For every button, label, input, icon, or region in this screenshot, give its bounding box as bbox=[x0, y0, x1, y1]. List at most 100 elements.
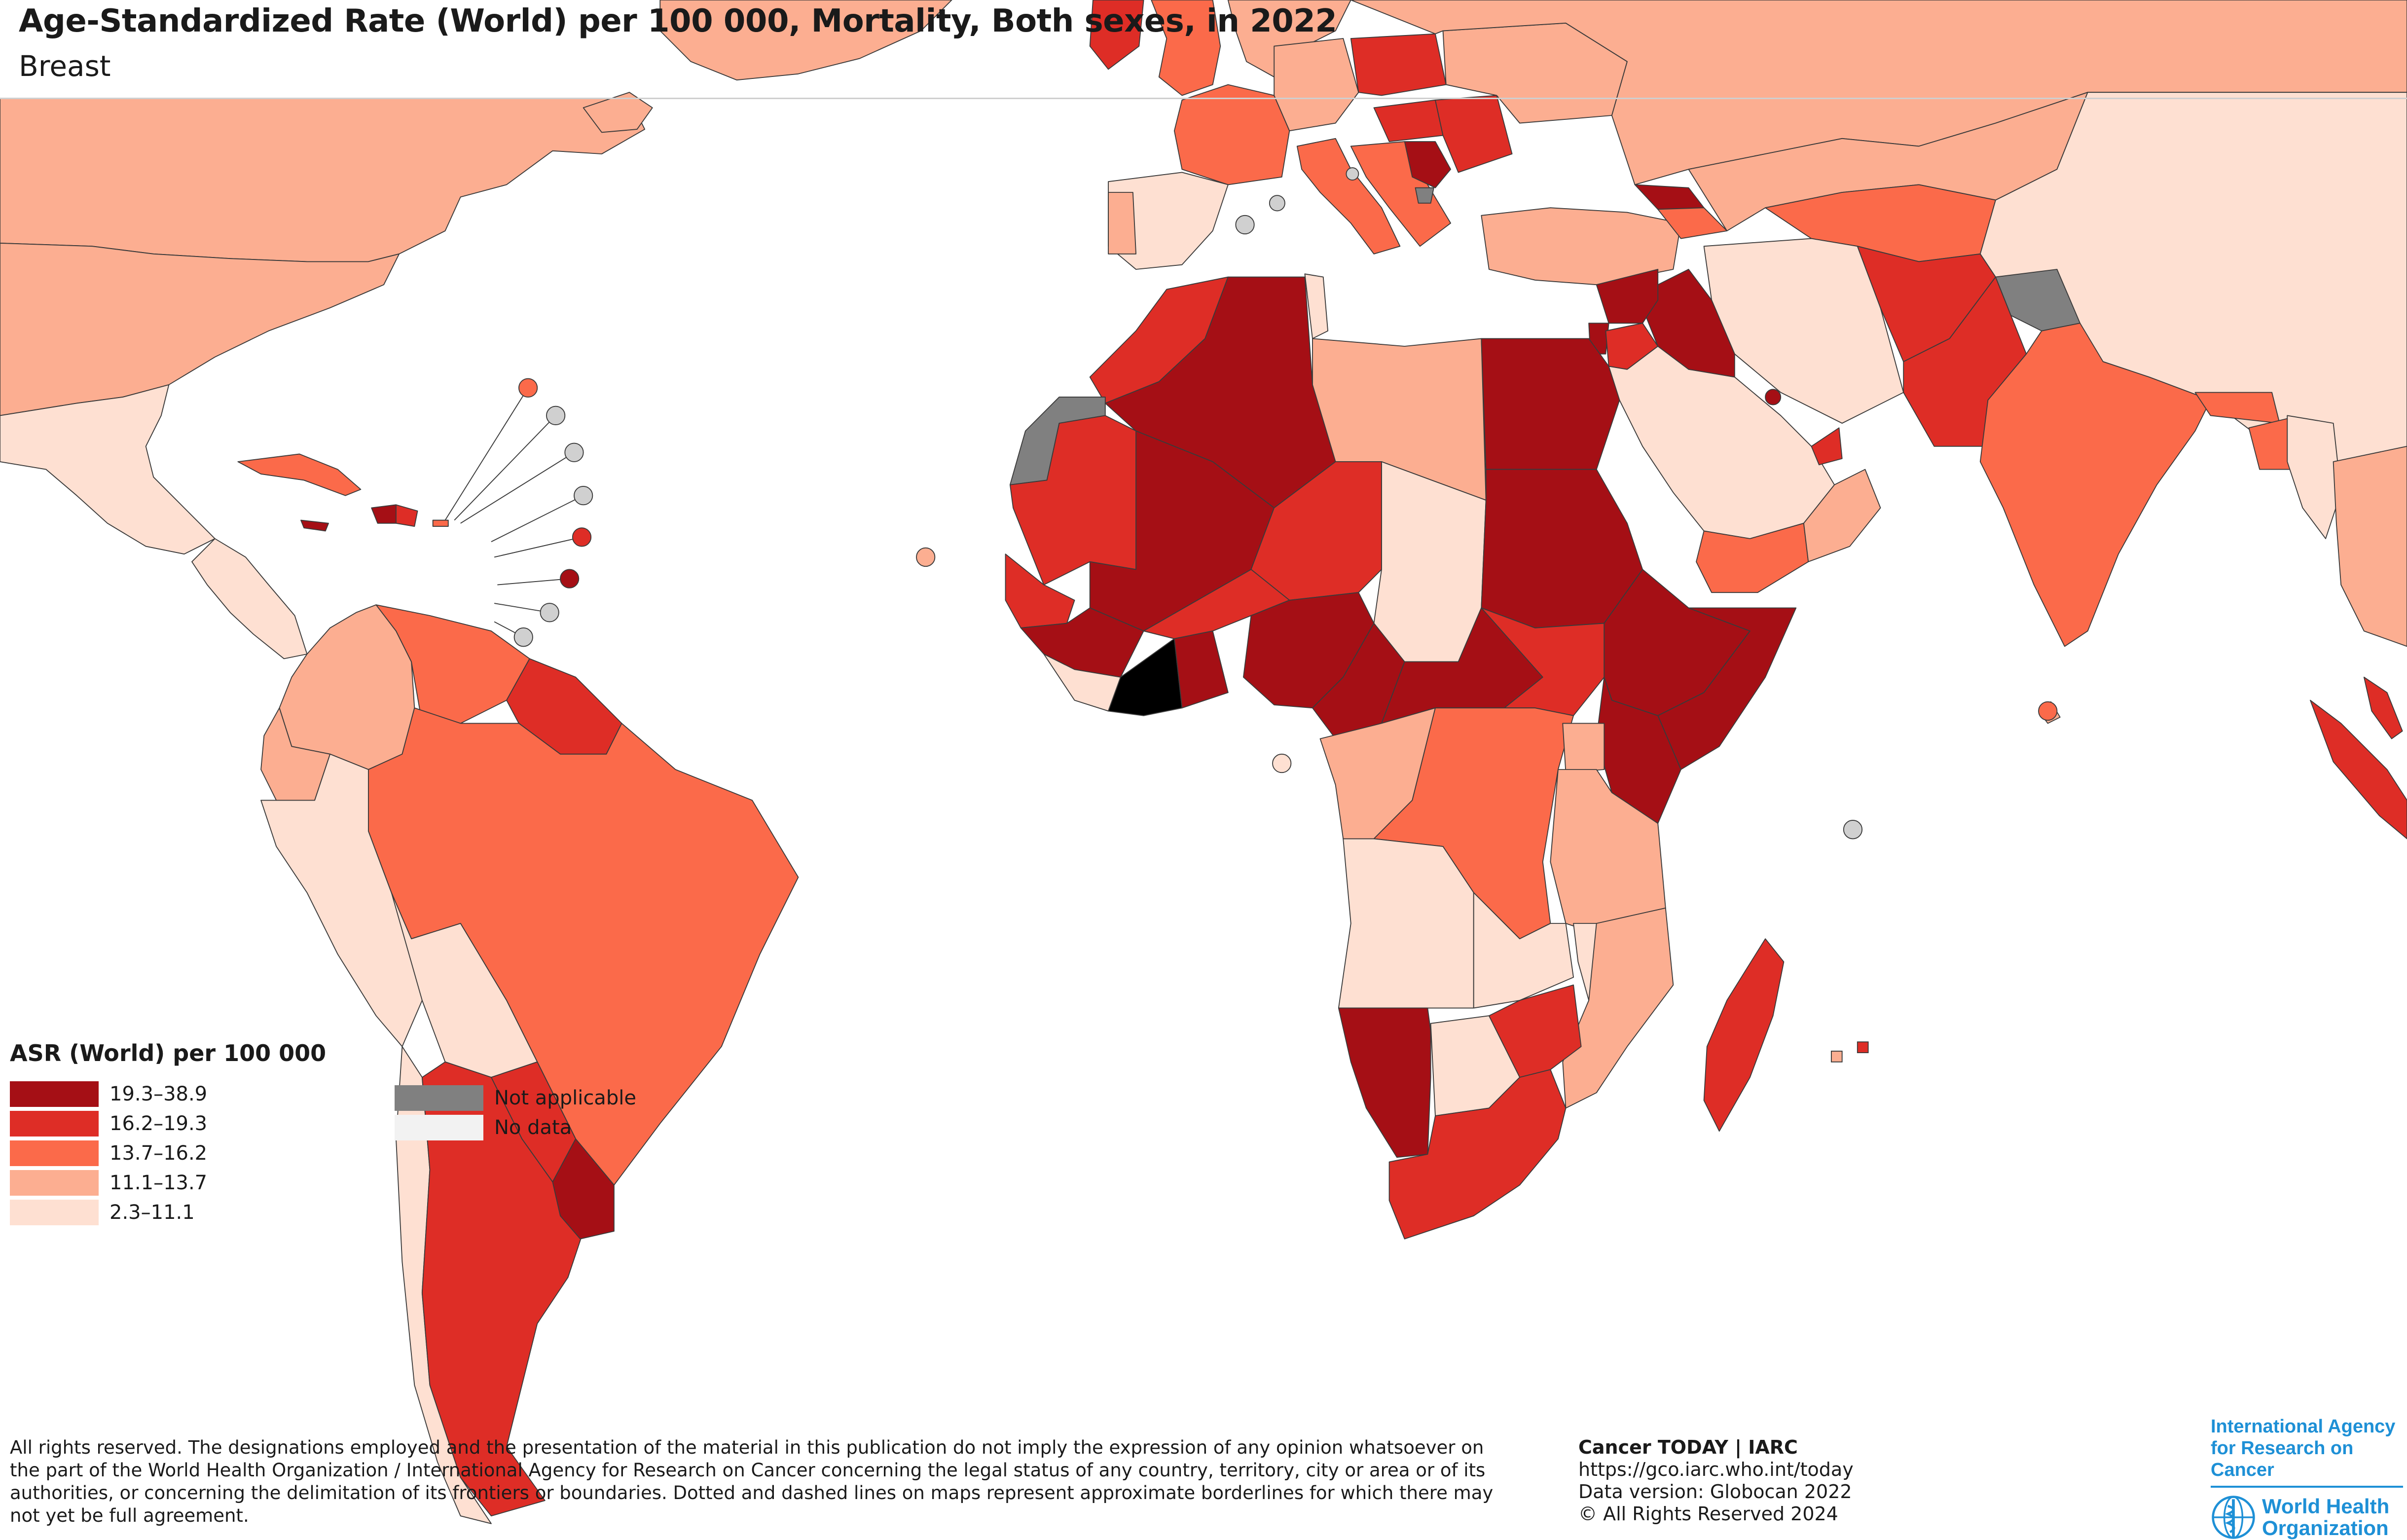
territory-bubble bbox=[1235, 215, 1255, 235]
territory-bubble bbox=[518, 378, 538, 398]
source-heading: Cancer TODAY | IARC bbox=[1578, 1436, 1798, 1458]
region-venezuela bbox=[375, 604, 530, 724]
region-cote-divoire bbox=[1108, 638, 1183, 716]
region-malaysia bbox=[2363, 676, 2403, 739]
region-georgia bbox=[1634, 184, 1705, 210]
legend-label: 19.3–38.9 bbox=[109, 1083, 208, 1105]
region-ghana bbox=[1173, 630, 1229, 709]
legend-swatch bbox=[10, 1170, 99, 1196]
territory-bubble bbox=[572, 527, 592, 547]
region-iceland bbox=[583, 92, 653, 133]
region-kosovo bbox=[1415, 187, 1434, 204]
region-serbia bbox=[1404, 141, 1452, 188]
who-logo-line: World Health bbox=[2262, 1495, 2390, 1518]
region-hungary bbox=[1373, 99, 1444, 142]
region-puerto-rico bbox=[432, 519, 449, 527]
legend-swatch bbox=[10, 1111, 99, 1137]
legend-item: Not applicable bbox=[395, 1083, 636, 1113]
disclaimer-text: All rights reserved. The designations em… bbox=[10, 1437, 1494, 1526]
region-central-america bbox=[191, 538, 308, 660]
territory-bubble bbox=[564, 442, 584, 462]
copyright: © All Rights Reserved 2024 bbox=[1578, 1503, 1838, 1525]
region-tunisia bbox=[1304, 273, 1329, 339]
region-south-africa bbox=[1388, 1069, 1567, 1240]
logos: International Agency for Research on Can… bbox=[2211, 1416, 2403, 1540]
region-argentina bbox=[421, 1061, 584, 1517]
legend-item: 19.3–38.9 bbox=[10, 1079, 326, 1109]
legend-label: 13.7–16.2 bbox=[109, 1142, 208, 1165]
legend-swatch bbox=[395, 1115, 483, 1140]
map-subtitle: Breast bbox=[19, 49, 111, 83]
legend-item: 13.7–16.2 bbox=[10, 1138, 326, 1168]
territory-bubble bbox=[574, 485, 593, 506]
iarc-logo: International Agency for Research on Can… bbox=[2211, 1416, 2403, 1481]
region-italy bbox=[1296, 138, 1401, 255]
region-united-kingdom bbox=[1151, 0, 1221, 96]
region-madagascar bbox=[1703, 938, 1785, 1132]
region-united-arab-emirates bbox=[1811, 427, 1843, 466]
region-zambia bbox=[1473, 892, 1574, 1009]
map-title: Age-Standardized Rate (World) per 100 00… bbox=[19, 3, 1337, 39]
region-myanmar bbox=[2287, 415, 2342, 539]
leader-line bbox=[444, 387, 529, 521]
region-uruguay bbox=[552, 1138, 615, 1240]
region-dominican-republic bbox=[396, 504, 418, 527]
legend-item: 16.2–19.3 bbox=[10, 1109, 326, 1138]
region-egypt bbox=[1481, 338, 1620, 470]
region-namibia bbox=[1338, 1007, 1431, 1158]
legend: ASR (World) per 100 000 19.3–38.9 16.2–1… bbox=[10, 1040, 326, 1227]
who-emblem-icon bbox=[2212, 1496, 2255, 1539]
region-mexico bbox=[0, 384, 216, 555]
region-southeast-asia bbox=[2333, 445, 2407, 647]
who-logo: World Health Organization bbox=[2211, 1495, 2403, 1540]
legend-item: 11.1–13.7 bbox=[10, 1168, 326, 1198]
legend-label: 2.3–11.1 bbox=[109, 1201, 195, 1224]
region-canada bbox=[0, 98, 646, 262]
territory-bubble bbox=[1272, 753, 1292, 773]
region-poland bbox=[1350, 33, 1447, 96]
region-sumatra bbox=[2309, 699, 2407, 840]
who-logo-text: World Health Organization bbox=[2262, 1496, 2389, 1539]
legend-item: 2.3–11.1 bbox=[10, 1198, 326, 1227]
region-jamaica bbox=[300, 519, 329, 532]
region-greenland bbox=[659, 0, 952, 81]
region-united-states-of-america bbox=[0, 243, 400, 416]
territory-bubble bbox=[513, 627, 533, 647]
legend-swatch bbox=[10, 1081, 99, 1107]
region-mozambique bbox=[1562, 907, 1674, 1109]
region-syria bbox=[1596, 269, 1659, 324]
region-germany bbox=[1274, 38, 1359, 132]
region-turkey bbox=[1481, 207, 1681, 286]
territory-square bbox=[1857, 1041, 1869, 1054]
who-logo-line: Organization bbox=[2262, 1516, 2389, 1540]
region-bangladesh bbox=[2248, 418, 2291, 470]
region-haiti bbox=[371, 504, 397, 524]
region-oman bbox=[1803, 469, 1881, 562]
legend-label: 16.2–19.3 bbox=[109, 1112, 208, 1135]
leader-line bbox=[454, 415, 556, 521]
region-portugal bbox=[1108, 192, 1136, 255]
region-ireland bbox=[1089, 0, 1144, 70]
leader-line bbox=[491, 495, 584, 543]
region-yemen bbox=[1696, 522, 1809, 593]
legend-label: Not applicable bbox=[494, 1087, 636, 1109]
leader-line bbox=[460, 452, 575, 524]
region-romania bbox=[1435, 95, 1513, 173]
region-uganda bbox=[1562, 723, 1605, 773]
territory-bubble bbox=[1269, 195, 1285, 212]
region-france bbox=[1173, 84, 1290, 185]
divider bbox=[0, 98, 2407, 99]
territory-bubble bbox=[540, 603, 559, 623]
source-block: Cancer TODAY | IARC https://gco.iarc.who… bbox=[1578, 1436, 1854, 1525]
region-cuba bbox=[237, 453, 362, 496]
region-angola bbox=[1338, 838, 1474, 1009]
legend-item: No data bbox=[395, 1113, 636, 1142]
logo-divider bbox=[2211, 1486, 2403, 1488]
territory-square bbox=[1830, 1051, 1843, 1063]
legend-swatch bbox=[10, 1140, 99, 1166]
data-version: Data version: Globocan 2022 bbox=[1578, 1481, 1852, 1503]
legend-swatch bbox=[395, 1085, 483, 1111]
source-url[interactable]: https://gco.iarc.who.int/today bbox=[1578, 1459, 1854, 1480]
territory-bubble bbox=[2038, 701, 2058, 721]
